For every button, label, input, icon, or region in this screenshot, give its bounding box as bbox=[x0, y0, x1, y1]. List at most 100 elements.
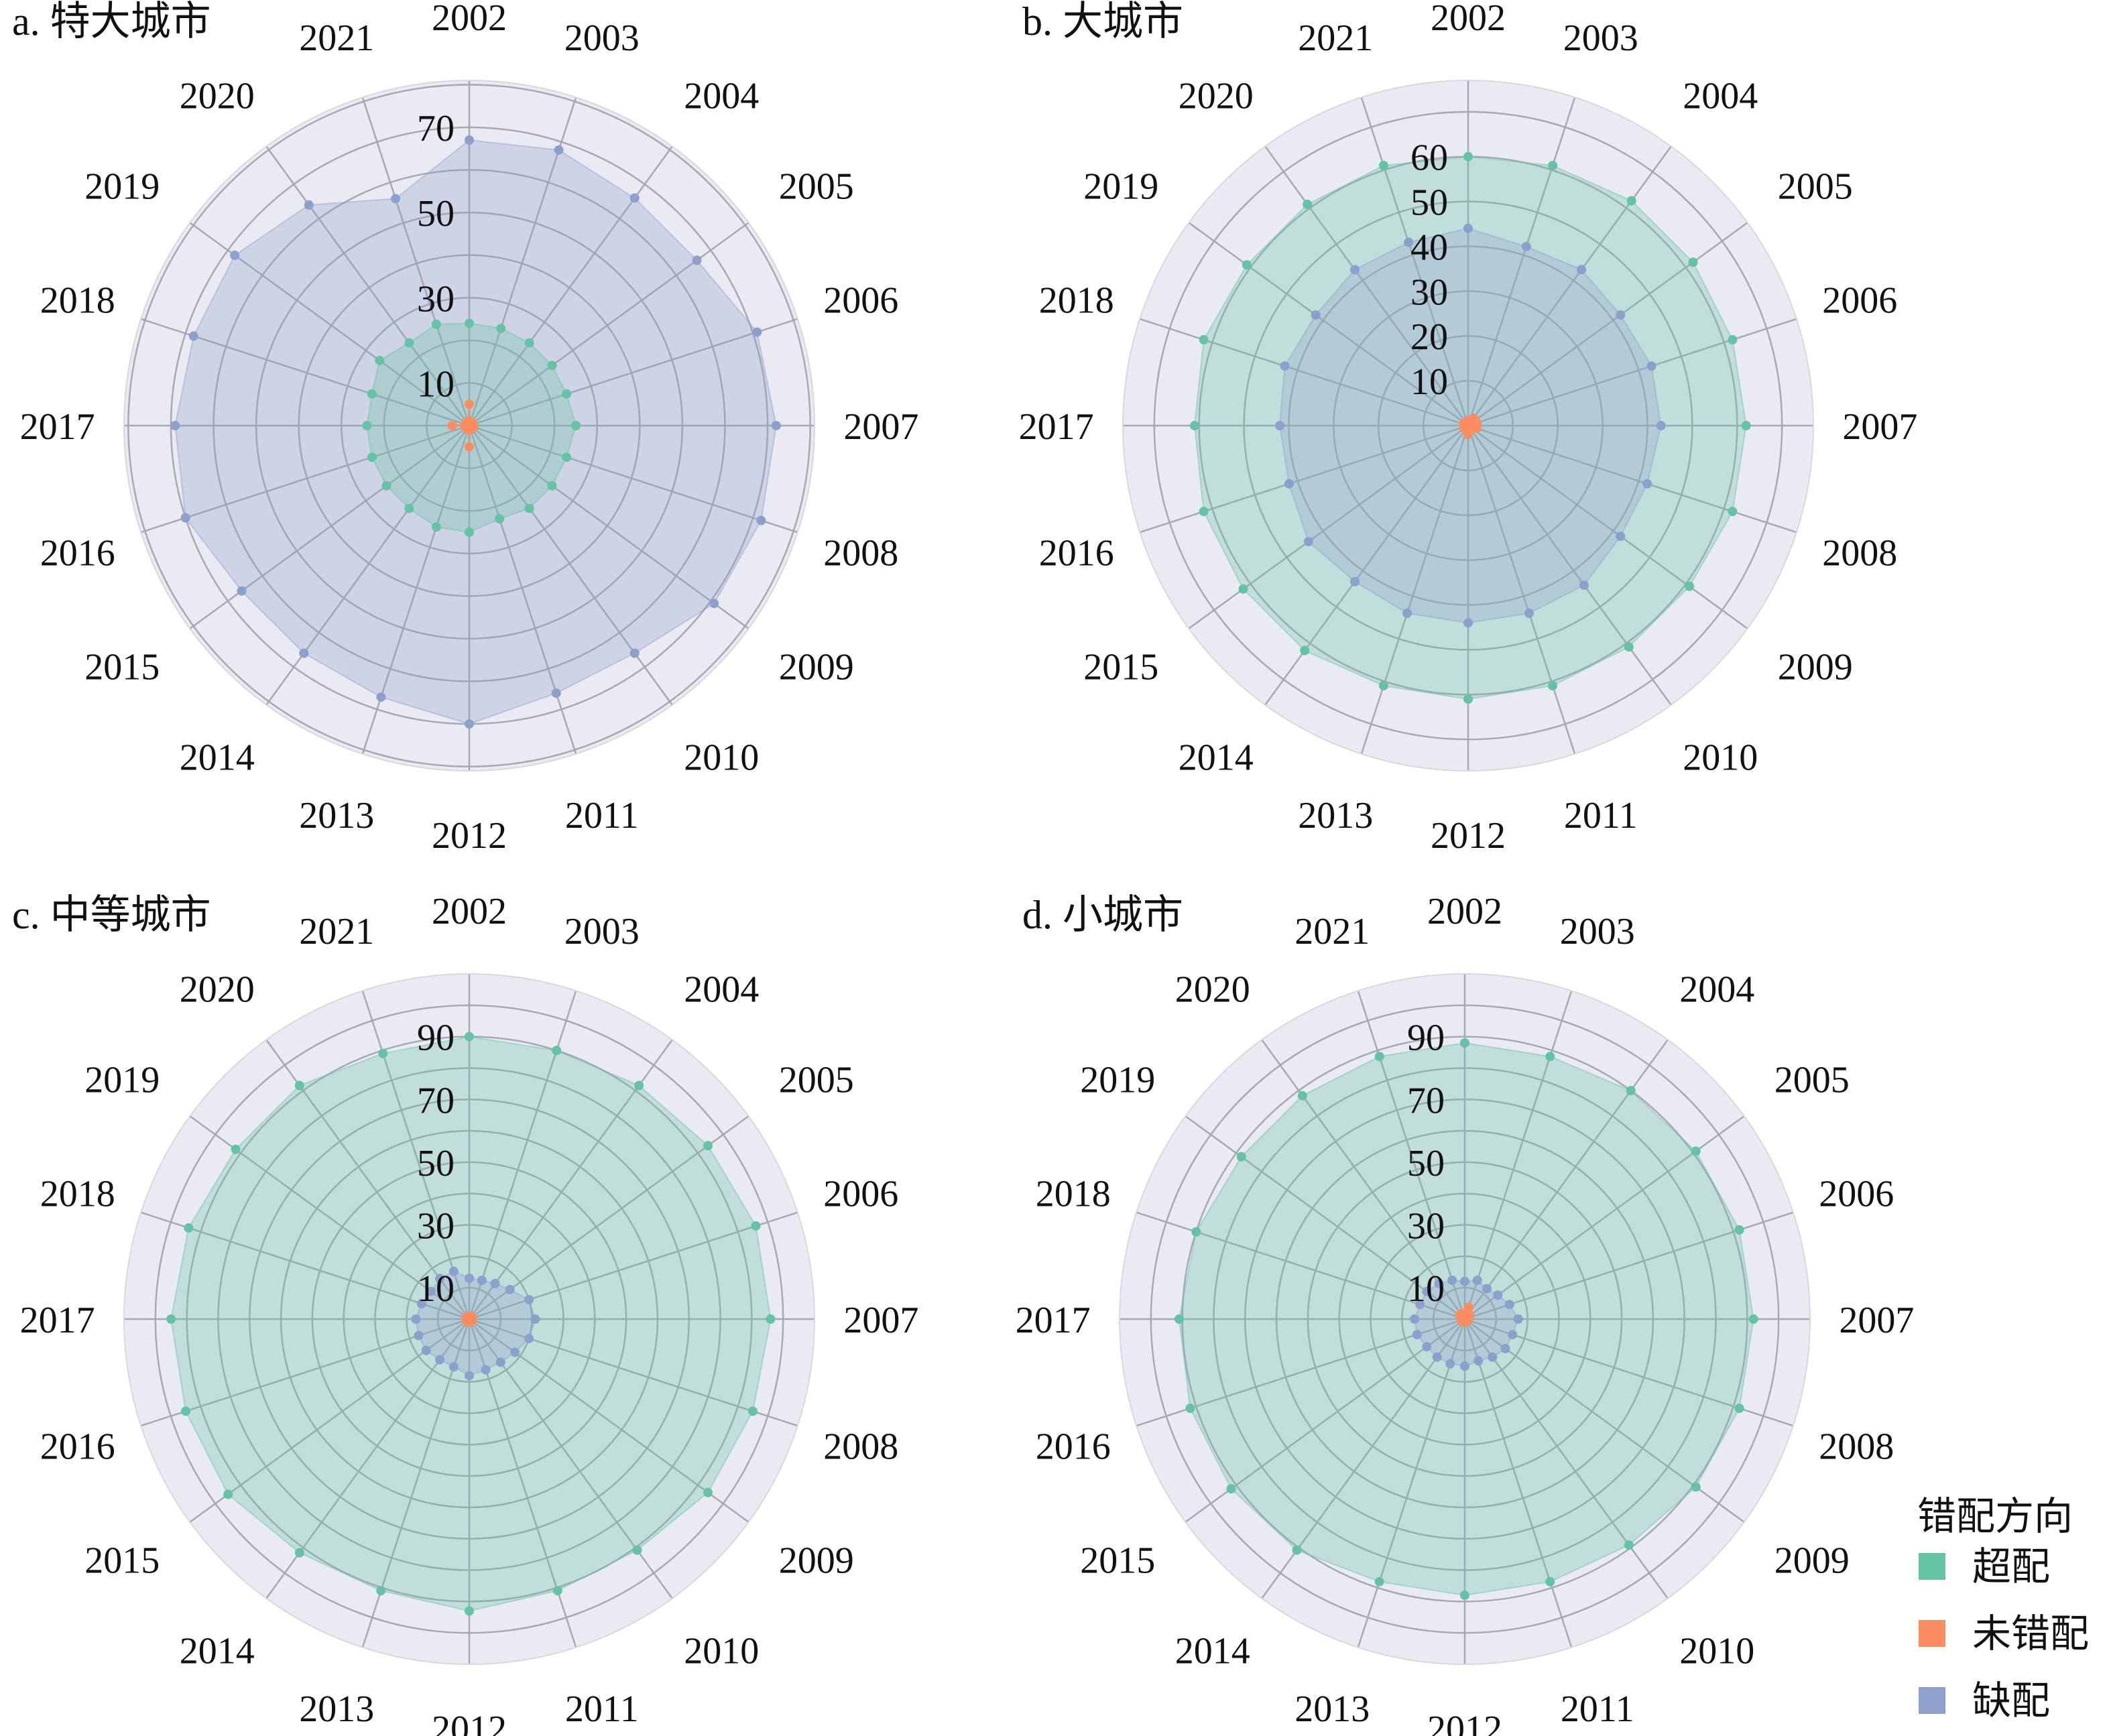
series-point-2 bbox=[1473, 1356, 1484, 1366]
radial-tick-label: 30 bbox=[417, 1206, 455, 1247]
series-point-0 bbox=[1691, 1146, 1701, 1156]
category-label: 2005 bbox=[1774, 1060, 1850, 1101]
radial-tick-label: 50 bbox=[1410, 182, 1448, 224]
radar-panel-0: a. 特大城市 10 30 50 70 2002 2003 2004 2005 2006 2007 2… bbox=[12, 0, 918, 857]
radial-tick-label: 40 bbox=[1410, 227, 1448, 269]
series-point-0 bbox=[703, 1487, 713, 1497]
radar-spoke bbox=[1139, 318, 1469, 427]
radial-tick-label: 10 bbox=[1407, 1268, 1445, 1310]
radar-outer-ring bbox=[1122, 80, 1814, 771]
series-point-2 bbox=[1434, 1279, 1444, 1288]
series-point-2 bbox=[481, 1365, 491, 1375]
series-point-0 bbox=[1238, 584, 1248, 594]
category-label: 2021 bbox=[1298, 17, 1373, 59]
series-point-2 bbox=[391, 194, 400, 204]
radar-spoke bbox=[265, 145, 471, 426]
series-point-2 bbox=[490, 1279, 500, 1288]
series-point-1 bbox=[463, 1311, 473, 1321]
radar-spoke bbox=[361, 990, 471, 1320]
radial-tick-label: 60 bbox=[1410, 137, 1448, 179]
radial-tick-label: 50 bbox=[417, 193, 455, 235]
radar-panel-3: d. 小城市 10 30 50 70 90 2002 2003 2004 2005 2006 2007… bbox=[1016, 891, 1915, 1736]
category-label: 2012 bbox=[432, 1709, 507, 1736]
category-label: 2019 bbox=[84, 1060, 160, 1101]
category-label: 2018 bbox=[40, 280, 115, 322]
series-point-0 bbox=[294, 1080, 304, 1091]
radar-spoke bbox=[1357, 1318, 1466, 1648]
series-point-0 bbox=[166, 1314, 176, 1324]
series-point-0 bbox=[547, 361, 557, 371]
category-label: 2003 bbox=[1560, 911, 1635, 952]
category-label: 2021 bbox=[299, 17, 374, 59]
panel-title: d. 小城市 bbox=[1022, 893, 1183, 937]
category-label: 2013 bbox=[299, 795, 374, 836]
category-label: 2021 bbox=[299, 911, 374, 952]
category-label: 2021 bbox=[1295, 911, 1370, 952]
radar-spoke bbox=[469, 424, 798, 534]
radial-tick-label: 50 bbox=[417, 1143, 455, 1184]
series-point-0 bbox=[1463, 151, 1473, 162]
series-point-0 bbox=[632, 1545, 642, 1555]
series-point-2 bbox=[629, 193, 640, 203]
category-label: 2006 bbox=[1819, 1174, 1894, 1215]
radial-tick-label: 70 bbox=[417, 108, 455, 149]
category-label: 2020 bbox=[180, 969, 255, 1011]
category-label: 2016 bbox=[1036, 1426, 1111, 1468]
series-point-2 bbox=[465, 1274, 474, 1284]
series-point-2 bbox=[180, 513, 190, 523]
radar-spoke bbox=[1139, 424, 1469, 534]
series-point-0 bbox=[1460, 1591, 1469, 1600]
series-point-0 bbox=[1199, 334, 1209, 345]
category-label: 2003 bbox=[564, 911, 640, 952]
series-point-2 bbox=[414, 1330, 424, 1341]
series-point-2 bbox=[435, 1355, 444, 1365]
series-point-0 bbox=[465, 528, 474, 537]
series-point-2 bbox=[421, 1345, 431, 1355]
series-point-2 bbox=[1460, 1361, 1469, 1371]
radar-outer-ring bbox=[123, 80, 815, 771]
series-point-0 bbox=[751, 1221, 761, 1231]
series-point-2 bbox=[1500, 1344, 1510, 1353]
category-label: 2006 bbox=[1822, 280, 1897, 322]
series-point-2 bbox=[299, 648, 309, 658]
series-point-0 bbox=[1242, 260, 1252, 270]
radar-spoke bbox=[469, 1318, 798, 1427]
series-point-2 bbox=[1642, 479, 1652, 489]
series-point-2 bbox=[1303, 537, 1313, 546]
category-label: 2013 bbox=[299, 1688, 374, 1730]
series-point-0 bbox=[1748, 1314, 1758, 1324]
legend-swatch-match bbox=[1919, 1620, 1945, 1647]
category-label: 2017 bbox=[20, 1300, 95, 1341]
series-point-0 bbox=[376, 1586, 386, 1596]
category-label: 2002 bbox=[432, 891, 507, 932]
radar-spoke bbox=[140, 424, 470, 534]
radar-spoke bbox=[468, 145, 673, 426]
series-point-0 bbox=[1297, 1091, 1307, 1101]
series-point-0 bbox=[1460, 1038, 1469, 1048]
series-point-2 bbox=[1616, 310, 1626, 320]
series-point-0 bbox=[404, 503, 414, 513]
series-point-2 bbox=[629, 648, 640, 658]
series-point-0 bbox=[1303, 199, 1313, 209]
series-point-2 bbox=[505, 1285, 515, 1294]
radial-tick-label: 30 bbox=[1407, 1206, 1445, 1247]
radar-spoke bbox=[265, 425, 471, 706]
series-point-2 bbox=[1280, 361, 1290, 371]
series-point-2 bbox=[1472, 1276, 1482, 1286]
category-label: 2013 bbox=[1295, 1688, 1370, 1730]
radial-tick-label: 30 bbox=[417, 278, 455, 320]
series-point-1 bbox=[465, 442, 474, 452]
series-point-0 bbox=[1185, 1404, 1195, 1414]
series-point-0 bbox=[552, 1586, 562, 1596]
series-point-2 bbox=[752, 327, 762, 337]
legend-label-over: 超配 bbox=[1972, 1545, 2050, 1589]
series-point-0 bbox=[1548, 161, 1558, 170]
series-point-0 bbox=[404, 338, 414, 348]
series-point-2 bbox=[1422, 1342, 1432, 1352]
series-point-0 bbox=[703, 1141, 713, 1151]
series-point-0 bbox=[1175, 1314, 1184, 1324]
category-label: 2010 bbox=[684, 737, 759, 779]
category-label: 2010 bbox=[1683, 737, 1758, 779]
category-label: 2012 bbox=[1427, 1709, 1502, 1736]
